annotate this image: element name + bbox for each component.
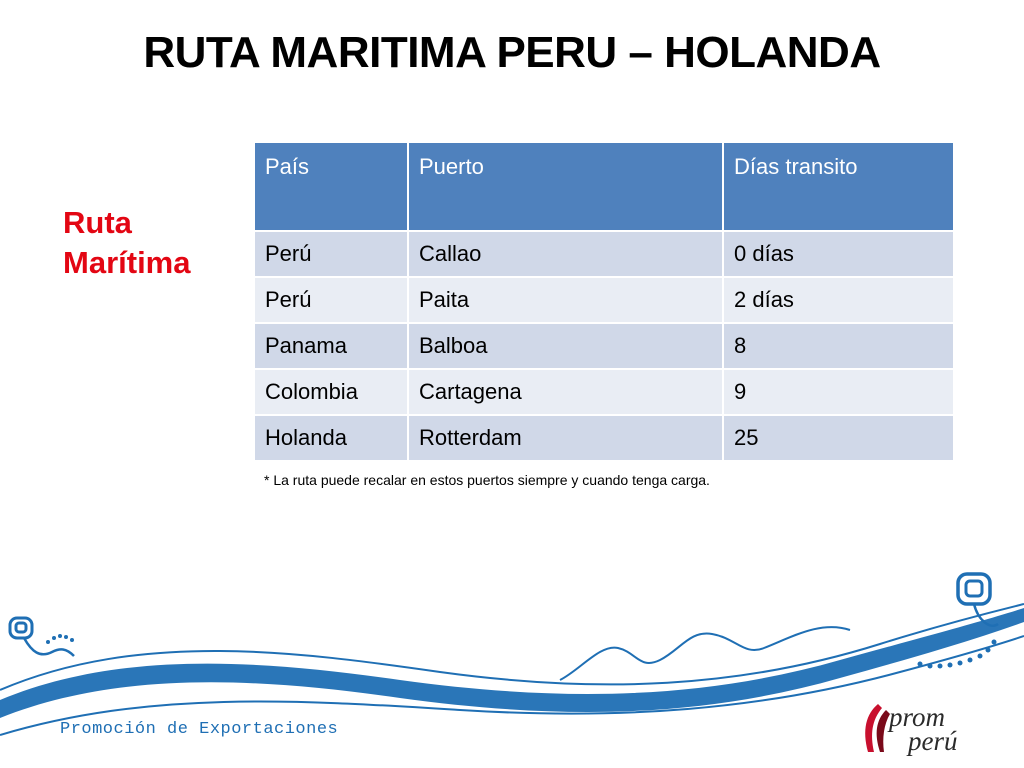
table-row: Holanda Rotterdam 25 <box>253 414 955 462</box>
cell-puerto: Rotterdam <box>407 414 724 462</box>
cell-puerto: Paita <box>407 276 724 324</box>
header-puerto: Puerto <box>407 141 724 232</box>
header-dias-transito: Días transito <box>722 141 955 232</box>
table-row: Colombia Cartagena 9 <box>253 368 955 416</box>
table-row: Panama Balboa 8 <box>253 322 955 370</box>
table-row: Perú Paita 2 días <box>253 276 955 324</box>
footnote: * La ruta puede recalar en estos puertos… <box>264 472 710 488</box>
right-spiral-icon <box>956 572 999 627</box>
logo-text-prom: prom <box>889 702 946 732</box>
route-table: País Puerto Días transito Perú Callao 0 … <box>253 141 955 462</box>
cell-dias: 25 <box>722 414 955 462</box>
wave-line-upper <box>0 603 1024 691</box>
cell-puerto: Callao <box>407 230 724 278</box>
wave-band <box>0 608 1024 718</box>
mountain-outline <box>559 626 851 681</box>
cell-dias: 9 <box>722 368 955 416</box>
cell-dias: 2 días <box>722 276 955 324</box>
table-header-row: País Puerto Días transito <box>253 141 955 232</box>
side-label-line2: Marítima <box>63 245 191 280</box>
side-label-line1: Ruta <box>63 205 132 240</box>
header-pais: País <box>253 141 409 232</box>
cell-dias: 0 días <box>722 230 955 278</box>
left-spiral-icon <box>8 616 75 657</box>
footer-text: Promoción de Exportaciones <box>60 720 339 739</box>
wave-decoration <box>0 572 1024 736</box>
right-dots-decoration <box>917 639 997 669</box>
promperu-logo-mark-icon <box>865 704 890 752</box>
cell-pais: Perú <box>253 276 409 324</box>
wave-line-lower <box>0 635 1024 736</box>
cell-pais: Perú <box>253 230 409 278</box>
cell-pais: Holanda <box>253 414 409 462</box>
logo-text-peru: perú <box>908 726 958 756</box>
left-dots-decoration <box>46 634 74 644</box>
promperu-logo: prom perú <box>856 700 986 760</box>
cell-puerto: Cartagena <box>407 368 724 416</box>
side-label: Ruta Marítima <box>63 203 190 283</box>
table-row: Perú Callao 0 días <box>253 230 955 278</box>
cell-pais: Panama <box>253 322 409 370</box>
cell-pais: Colombia <box>253 368 409 416</box>
slide-title: RUTA MARITIMA PERU – HOLANDA <box>143 28 881 77</box>
cell-dias: 8 <box>722 322 955 370</box>
cell-puerto: Balboa <box>407 322 724 370</box>
